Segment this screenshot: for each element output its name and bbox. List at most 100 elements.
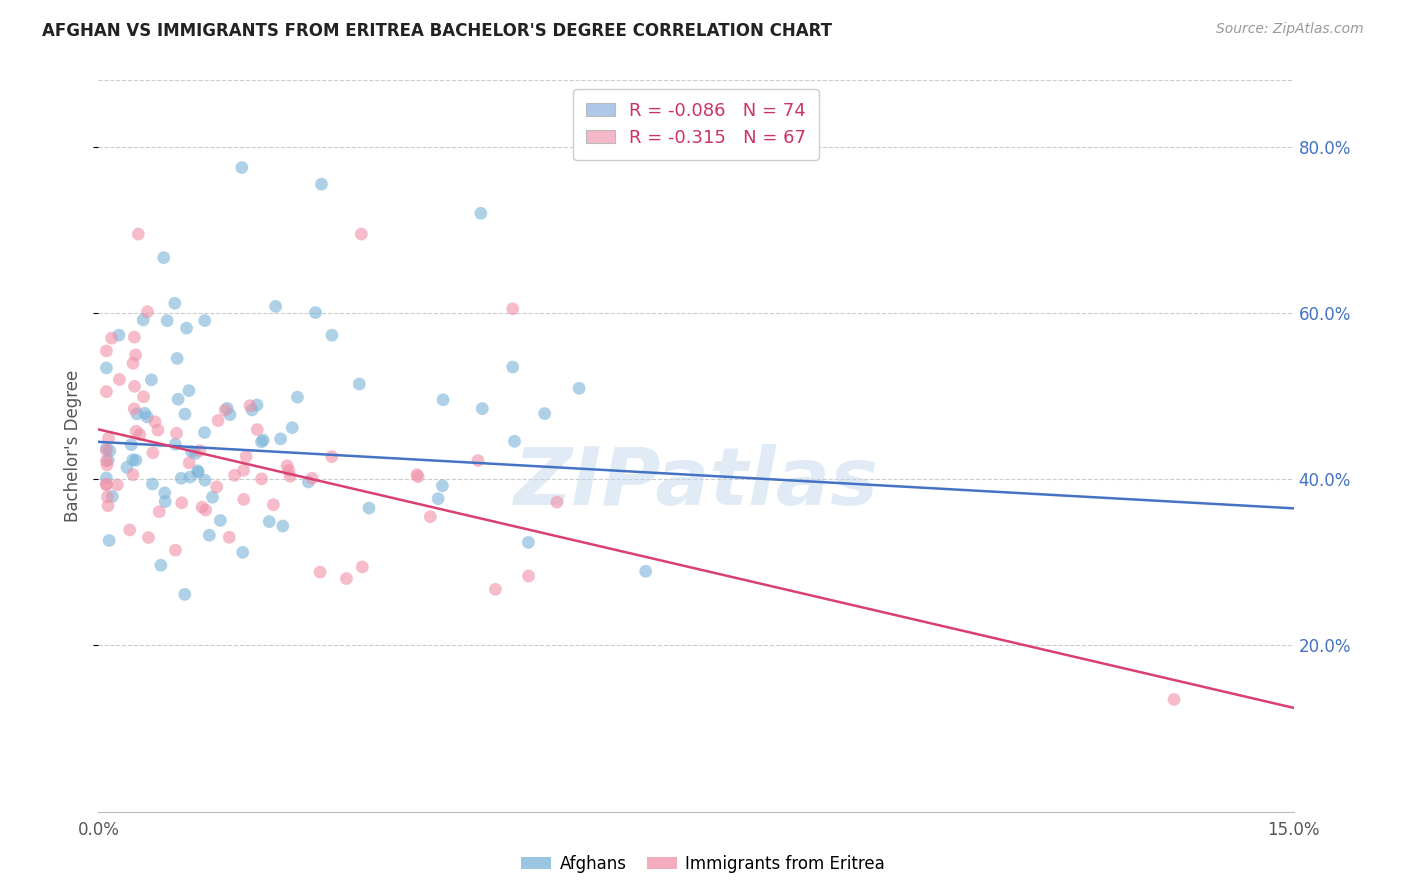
Point	[179, 470, 201, 484]
Point	[311, 177, 333, 191]
Point	[96, 360, 118, 375]
Point	[124, 379, 146, 393]
Point	[97, 431, 120, 445]
Point	[194, 503, 217, 517]
Point	[177, 384, 200, 398]
Point	[304, 305, 326, 319]
Point	[232, 492, 254, 507]
Point	[108, 328, 131, 343]
Point	[301, 471, 323, 485]
Point	[198, 528, 221, 542]
Point	[128, 427, 150, 442]
Point	[100, 331, 122, 345]
Point	[517, 569, 540, 583]
Point	[219, 408, 242, 422]
Point	[180, 444, 202, 458]
Point	[96, 343, 118, 358]
Point	[184, 446, 207, 460]
Point	[484, 582, 506, 597]
Point	[148, 505, 170, 519]
Point	[165, 437, 187, 451]
Point	[141, 477, 163, 491]
Point	[187, 464, 209, 478]
Point	[193, 425, 215, 440]
Point	[124, 330, 146, 344]
Point	[146, 423, 169, 437]
Point	[250, 472, 273, 486]
Point	[149, 558, 172, 573]
Point	[96, 478, 118, 492]
Point	[122, 467, 145, 482]
Point	[218, 530, 240, 544]
Point	[309, 565, 332, 579]
Point	[406, 467, 429, 482]
Point	[96, 490, 118, 504]
Point	[321, 328, 343, 343]
Point	[432, 392, 454, 407]
Point	[174, 407, 197, 421]
Text: Source: ZipAtlas.com: Source: ZipAtlas.com	[1216, 22, 1364, 37]
Point	[121, 452, 143, 467]
Point	[156, 314, 179, 328]
Point	[568, 381, 591, 395]
Point	[467, 453, 489, 467]
Point	[235, 450, 257, 464]
Point	[97, 453, 120, 467]
Point	[122, 401, 145, 416]
Point	[240, 403, 263, 417]
Point	[271, 519, 294, 533]
Point	[406, 469, 429, 483]
Point	[136, 305, 159, 319]
Point	[546, 495, 568, 509]
Point	[96, 454, 118, 468]
Point	[167, 392, 190, 407]
Point	[502, 359, 524, 374]
Point	[281, 420, 304, 434]
Point	[115, 460, 138, 475]
Point	[264, 299, 287, 313]
Point	[105, 478, 128, 492]
Point	[470, 206, 492, 220]
Point	[239, 399, 262, 413]
Point	[287, 390, 309, 404]
Point	[125, 424, 148, 438]
Text: ZIPatlas: ZIPatlas	[513, 443, 879, 522]
Point	[1163, 692, 1185, 706]
Point	[152, 251, 174, 265]
Point	[205, 480, 228, 494]
Point	[98, 533, 121, 548]
Point	[262, 498, 284, 512]
Point	[97, 499, 120, 513]
Point	[96, 384, 118, 399]
Point	[125, 407, 148, 421]
Y-axis label: Bachelor's Degree: Bachelor's Degree	[65, 370, 83, 522]
Point	[335, 572, 357, 586]
Point	[214, 403, 236, 417]
Point	[127, 227, 149, 241]
Point	[101, 490, 124, 504]
Point	[278, 469, 301, 483]
Point	[125, 453, 148, 467]
Point	[231, 161, 253, 175]
Point	[232, 463, 254, 477]
Point	[122, 356, 145, 370]
Point	[533, 407, 555, 421]
Point	[155, 494, 177, 508]
Point	[163, 296, 186, 310]
Point	[352, 560, 374, 574]
Legend: Afghans, Immigrants from Eritrea: Afghans, Immigrants from Eritrea	[515, 848, 891, 880]
Point	[176, 321, 198, 335]
Point	[246, 423, 269, 437]
Point	[96, 442, 118, 456]
Point	[166, 351, 188, 366]
Point	[96, 477, 118, 491]
Point	[141, 373, 163, 387]
Point	[143, 415, 166, 429]
Point	[194, 313, 217, 327]
Point	[252, 433, 274, 447]
Point	[166, 426, 188, 441]
Point	[201, 490, 224, 504]
Point	[138, 531, 160, 545]
Point	[153, 486, 176, 500]
Point	[191, 500, 214, 515]
